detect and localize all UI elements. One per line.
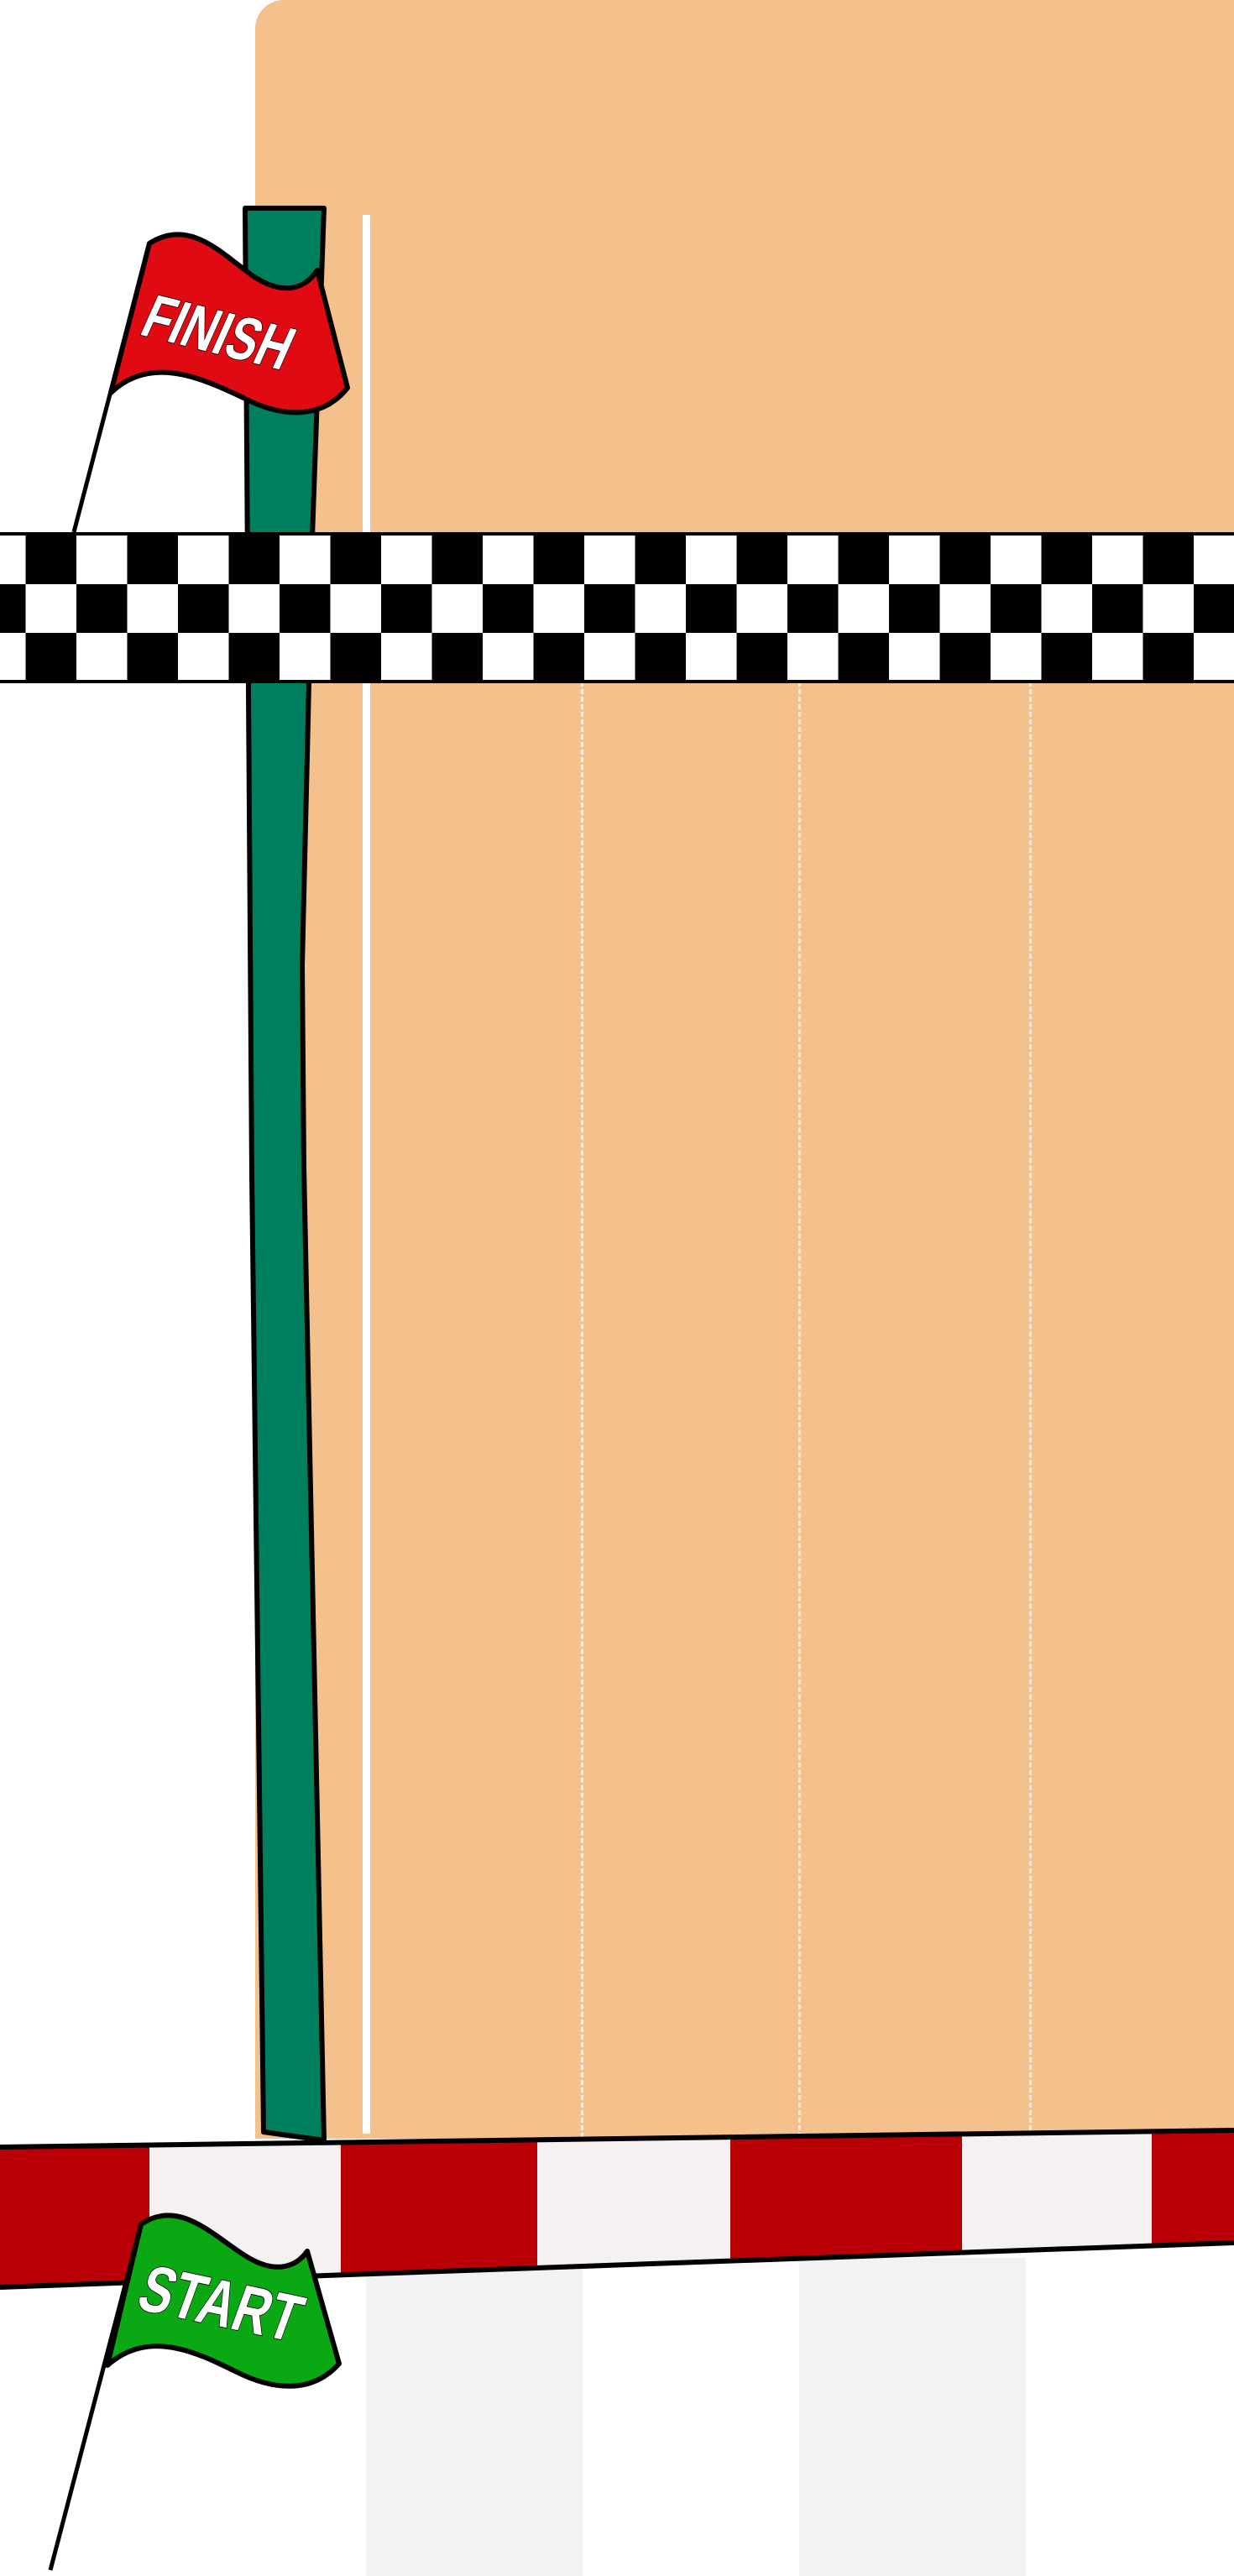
lane-edge-line [363,215,370,2134]
lane-1-start-area [366,2258,583,2576]
lane-divider-3 [1029,682,1032,2138]
lane-3-start-area [799,2258,1026,2576]
lane-divider-1 [581,682,583,2138]
race-track [255,0,1234,2139]
lane-divider-2 [798,682,801,2138]
